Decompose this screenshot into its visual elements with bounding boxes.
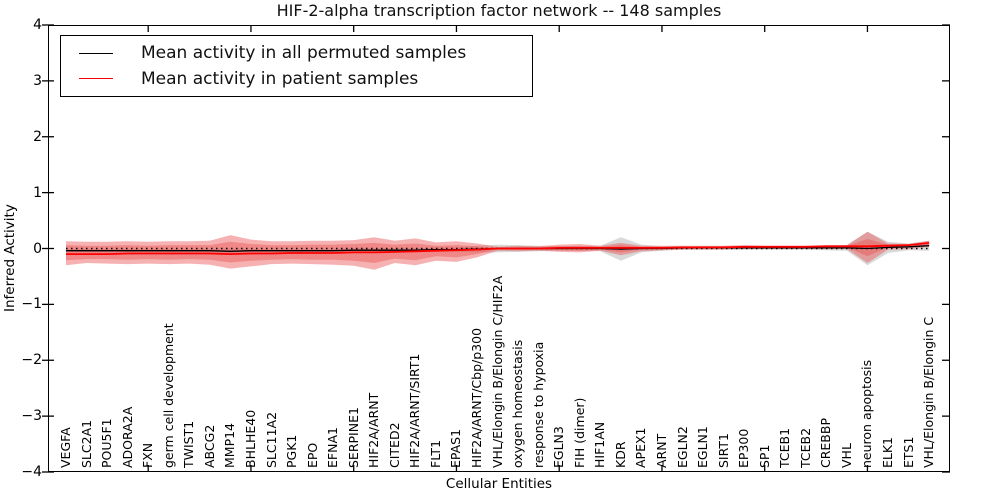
x-category-label: HIF2A/ARNT/Cbp/p300 — [469, 327, 484, 468]
x-category-label: FLT1 — [427, 439, 443, 468]
x-category-label: VHL — [838, 443, 854, 468]
y-tick-label: −1 — [21, 296, 42, 313]
patient-samples-outer-band — [66, 231, 930, 270]
permuted-line-sample-icon — [79, 52, 113, 54]
x-category-label: KDR — [612, 441, 628, 468]
x-category-label: FIH (dimer) — [571, 397, 587, 468]
x-category-label: MMP14 — [222, 422, 238, 468]
chart-title: HIF-2-alpha transcription factor network… — [276, 1, 722, 20]
x-category-label: EPAS1 — [448, 428, 464, 468]
x-category-label: neuron apoptosis — [859, 359, 875, 468]
x-category-label: APEX1 — [633, 427, 649, 468]
legend-label-permuted: Mean activity in all permuted samples — [141, 43, 467, 64]
y-tick-label: −4 — [21, 464, 42, 480]
x-category-label: SLC11A2 — [263, 411, 279, 468]
patient-mean-line — [66, 242, 930, 256]
x-category-label: FXN — [140, 442, 156, 468]
x-category-label: TCEB1 — [777, 427, 793, 468]
x-category-label: EGLN3 — [551, 426, 567, 468]
x-category-label: VHL/Elongin B/Elongin C/HIF2A — [489, 275, 505, 468]
x-category-label: ADORA2A — [119, 406, 135, 468]
x-category-label: EPO — [304, 442, 320, 468]
x-category-label: CITED2 — [386, 422, 402, 468]
x-category-label: EGLN2 — [674, 426, 690, 468]
x-category-label: ETS1 — [900, 436, 916, 468]
x-category-label: EP300 — [736, 428, 752, 468]
x-category-label: HIF1AN — [592, 421, 608, 468]
x-category-label: POU5F1 — [99, 418, 115, 468]
y-tick-label: 4 — [33, 17, 42, 33]
x-category-label: TCEB2 — [797, 427, 813, 468]
x-category-label: VEGFA — [58, 427, 73, 468]
legend-label-patient: Mean activity in patient samples — [141, 68, 419, 89]
y-tick-label: −3 — [21, 408, 42, 425]
legend-row-patient: Mean activity in patient samples — [61, 69, 532, 89]
x-category-label: VHL/Elongin B/Elongin C — [921, 316, 937, 468]
x-category-label: EFNA1 — [325, 427, 341, 468]
x-category-label: SP1 — [756, 444, 772, 468]
x-category-label: oxygen homeostasis — [510, 339, 526, 468]
y-tick-label: 3 — [33, 72, 42, 89]
x-category-label: BHLHE40 — [242, 409, 258, 468]
x-axis-label: Cellular Entities — [445, 476, 553, 492]
x-category-label: CREBBP — [818, 418, 834, 468]
x-category-label: SERPINE1 — [345, 407, 361, 468]
x-category-label: ABCG2 — [201, 424, 217, 468]
y-tick-label: −2 — [21, 352, 42, 369]
x-category-label: SLC2A1 — [78, 419, 94, 468]
plot-frame — [48, 25, 950, 472]
x-category-label: ELK1 — [880, 436, 895, 468]
legend: Mean activity in all permuted samples Me… — [60, 35, 533, 97]
legend-row-permuted: Mean activity in all permuted samples — [61, 43, 532, 63]
x-category-label: ARNT — [653, 433, 669, 468]
y-tick-label: 0 — [33, 240, 42, 257]
x-category-label: HIF2A/ARNT — [366, 392, 382, 468]
x-category-label: PGK1 — [284, 434, 300, 468]
x-category-label: EGLN1 — [695, 426, 711, 468]
x-category-label: HIF2A/ARNT/SIRT1 — [407, 353, 423, 468]
x-category-label: response to hypoxia — [530, 341, 546, 468]
patient-line-sample-icon — [79, 78, 113, 80]
x-category-label: TWIST1 — [181, 420, 197, 468]
patient-samples-inner-band — [66, 239, 930, 263]
y-tick-label: 1 — [33, 184, 42, 201]
y-tick-label: 2 — [33, 128, 42, 145]
x-category-label: SIRT1 — [715, 433, 731, 468]
x-category-label: germ cell development — [160, 323, 176, 468]
